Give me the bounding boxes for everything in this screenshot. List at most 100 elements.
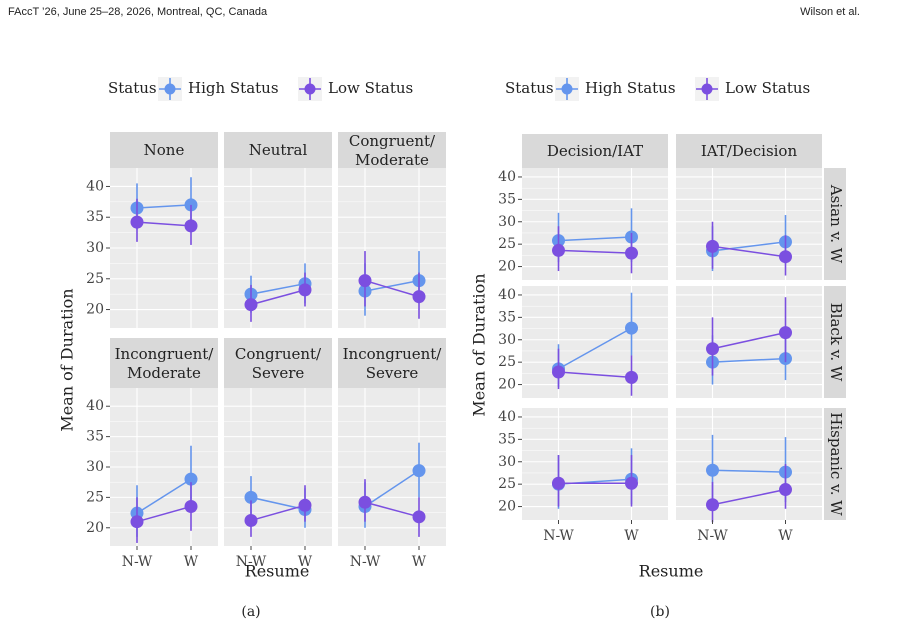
low-status-point: [552, 243, 565, 257]
x-tick-label: W: [412, 554, 427, 570]
low-status-point: [298, 498, 312, 512]
high-status-line: [136, 204, 192, 209]
high-status-point: [706, 463, 719, 477]
legend-title: Status: [505, 79, 554, 97]
facet-strip-label: Incongruent/: [343, 345, 443, 363]
x-tick-label: N-W: [543, 528, 574, 544]
facet-strip-label: Congruent/: [235, 345, 322, 363]
low-status-line: [364, 501, 420, 518]
facet-strip-label: Decision/IAT: [547, 142, 643, 160]
y-tick-label: 40: [86, 178, 104, 194]
low-status-point: [130, 515, 144, 529]
y-tick-label: 20: [86, 302, 104, 318]
legend-label-low: Low Status: [725, 79, 810, 97]
y-tick-label: 35: [498, 191, 516, 207]
caption-b: (b): [650, 604, 670, 620]
y-tick-label: 40: [86, 398, 104, 414]
low-status-point: [625, 246, 638, 260]
facet-strip: [224, 338, 332, 388]
low-status-point: [244, 513, 258, 527]
legend-key-point: [561, 83, 573, 95]
x-axis-title: Resume: [245, 562, 310, 581]
low-status-line: [712, 331, 786, 350]
facet-strip: [110, 132, 218, 168]
low-status-line: [712, 245, 786, 258]
facet-row-strip: [824, 168, 846, 280]
high-status-line: [558, 236, 632, 242]
low-status-line: [136, 505, 192, 523]
facet-strip: [338, 132, 446, 168]
low-status-point: [184, 219, 198, 233]
legend-key-point: [701, 83, 713, 95]
low-status-point: [130, 215, 144, 229]
low-status-point: [412, 290, 426, 304]
legend-key-point: [164, 83, 176, 95]
caption-a: (a): [241, 604, 260, 620]
low-status-line: [712, 488, 786, 506]
x-tick-label: W: [298, 554, 313, 570]
x-tick-label: N-W: [236, 554, 267, 570]
low-status-point: [358, 274, 372, 288]
low-status-line: [250, 504, 306, 522]
high-status-point: [412, 464, 426, 478]
x-axis-title: Resume: [639, 562, 704, 581]
legend-label-low: Low Status: [328, 79, 413, 97]
y-tick-label: 25: [86, 489, 104, 505]
facet-strip-label: Moderate: [355, 151, 429, 169]
y-tick-label: 35: [86, 429, 104, 445]
y-axis-title: Mean of Duration: [470, 273, 489, 416]
facet-strip: [224, 132, 332, 168]
y-tick-label: 30: [498, 332, 516, 348]
y-tick-label: 25: [498, 354, 516, 370]
x-tick-label: W: [778, 528, 793, 544]
low-status-point: [552, 476, 565, 490]
facet-strip-label: IAT/Decision: [701, 142, 798, 160]
low-status-point: [412, 510, 426, 524]
y-tick-label: 20: [86, 520, 104, 536]
facet-strip-label: Moderate: [127, 364, 201, 382]
legend-label-high: High Status: [188, 79, 279, 97]
y-tick-label: 30: [498, 214, 516, 230]
high-status-line: [364, 279, 420, 292]
y-tick-label: 20: [498, 499, 516, 515]
facet-strip-label: Neutral: [249, 141, 308, 159]
low-status-point: [358, 495, 372, 509]
y-tick-label: 30: [86, 459, 104, 475]
panel-background: [522, 286, 668, 398]
facet-row-label: Asian v. W: [827, 184, 845, 264]
y-tick-label: 20: [498, 259, 516, 275]
low-status-point: [706, 239, 719, 253]
low-status-line: [558, 371, 632, 379]
low-status-point: [706, 498, 719, 512]
high-status-line: [250, 282, 306, 295]
y-tick-label: 40: [498, 287, 516, 303]
y-tick-label: 35: [498, 309, 516, 325]
low-status-line: [250, 289, 306, 306]
y-axis-title: Mean of Duration: [58, 288, 77, 431]
facet-strip: [110, 338, 218, 388]
facet-row-strip: [824, 408, 846, 520]
legend-key-point: [304, 83, 316, 95]
facet-strip-label: Incongruent/: [115, 345, 215, 363]
running-header-left: FAccT ’26, June 25–28, 2026, Montreal, Q…: [8, 6, 268, 18]
high-status-point: [244, 490, 258, 504]
low-status-point: [244, 298, 258, 312]
x-tick-label: W: [184, 554, 199, 570]
panel-background: [522, 168, 668, 280]
high-status-line: [364, 470, 420, 508]
low-status-point: [625, 370, 638, 384]
legend-title: Status: [108, 79, 157, 97]
low-status-point: [779, 483, 792, 497]
facet-strip: [338, 338, 446, 388]
y-tick-label: 30: [498, 454, 516, 470]
low-status-line: [136, 221, 192, 227]
x-tick-label: N-W: [697, 528, 728, 544]
facet-row-strip: [824, 286, 846, 398]
high-status-line: [712, 357, 786, 363]
high-status-point: [625, 321, 638, 335]
panel-background: [676, 408, 822, 520]
y-tick-label: 40: [498, 169, 516, 185]
low-status-point: [552, 365, 565, 379]
legend-label-high: High Status: [585, 79, 676, 97]
